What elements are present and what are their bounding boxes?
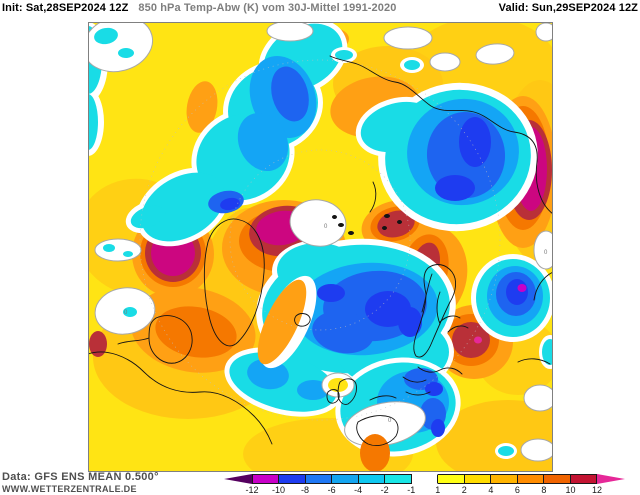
colorbar-tick-label: -6: [327, 485, 336, 495]
colorbar-tick-label: 6: [514, 485, 520, 495]
graticule-lines: [139, 59, 501, 421]
colorbar-tick-label: 4: [488, 485, 494, 495]
colorbar-tick-label: -12: [245, 485, 259, 495]
anomaly-map: 0 0 0 0: [88, 22, 553, 472]
svg-text:0: 0: [388, 418, 392, 424]
map-border: [88, 22, 553, 472]
colorbar-tick-label: 10: [565, 485, 576, 495]
website-label: WWW.WETTERZENTRALE.DE: [2, 484, 137, 494]
svg-text:0: 0: [124, 310, 128, 316]
colorbar-tick-label: -8: [301, 485, 310, 495]
colorbar-tick-label: -2: [380, 485, 389, 495]
data-source-label: Data: GFS ENS MEAN 0.500°: [2, 471, 159, 483]
svg-text:0: 0: [544, 250, 548, 256]
coastlines: [88, 55, 553, 447]
colorbar-segment: [332, 474, 359, 484]
map-frame: 0 0 0 0: [88, 22, 553, 472]
colorbar-tick-label: 1: [435, 485, 441, 495]
map-header: Init: Sat,28SEP2024 12Z 850 hPa Temp-Abw…: [2, 2, 638, 14]
colorbar-segment: [411, 474, 439, 484]
colorbar-tick-label: -4: [354, 485, 363, 495]
island-dots: [332, 214, 402, 235]
colorbar-segment: [438, 474, 465, 484]
colorbar-segment: [544, 474, 571, 484]
colorbar-segment: [385, 474, 412, 484]
colorbar-left-arrow-icon: [224, 474, 252, 484]
init-datetime: Init: Sat,28SEP2024 12Z: [2, 2, 129, 14]
colorbar-tick-label: 8: [541, 485, 547, 495]
map-title: 850 hPa Temp-Abw (K) vom 30J-Mittel 1991…: [138, 2, 397, 14]
zero-contour-labels: 0 0 0 0: [124, 224, 548, 424]
anomaly-blobs: [88, 22, 553, 472]
colorbar-segment: [464, 474, 492, 484]
svg-text:0: 0: [324, 224, 328, 230]
colorbar-segment: [305, 474, 333, 484]
colorbar-segment: [517, 474, 545, 484]
colorbar-segment: [491, 474, 518, 484]
valid-datetime: Valid: Sun,29SEP2024 12Z: [498, 2, 638, 14]
colorbar-segments: [252, 474, 598, 484]
colorbar-labels: -12 -10 -8 -6 -4 -2 -1 1 2 4 6 8 10 12: [224, 485, 629, 495]
colorbar-tick-label: -10: [272, 485, 286, 495]
colorbar: [224, 474, 625, 484]
colorbar-right-arrow-icon: [597, 474, 625, 484]
colorbar-segment: [358, 474, 386, 484]
colorbar-segment: [570, 474, 598, 484]
colorbar-segment: [279, 474, 306, 484]
colorbar-segment: [252, 474, 280, 484]
colorbar-tick-label: -1: [407, 485, 416, 495]
colorbar-tick-label: 2: [461, 485, 467, 495]
colorbar-tick-label: 12: [591, 485, 602, 495]
